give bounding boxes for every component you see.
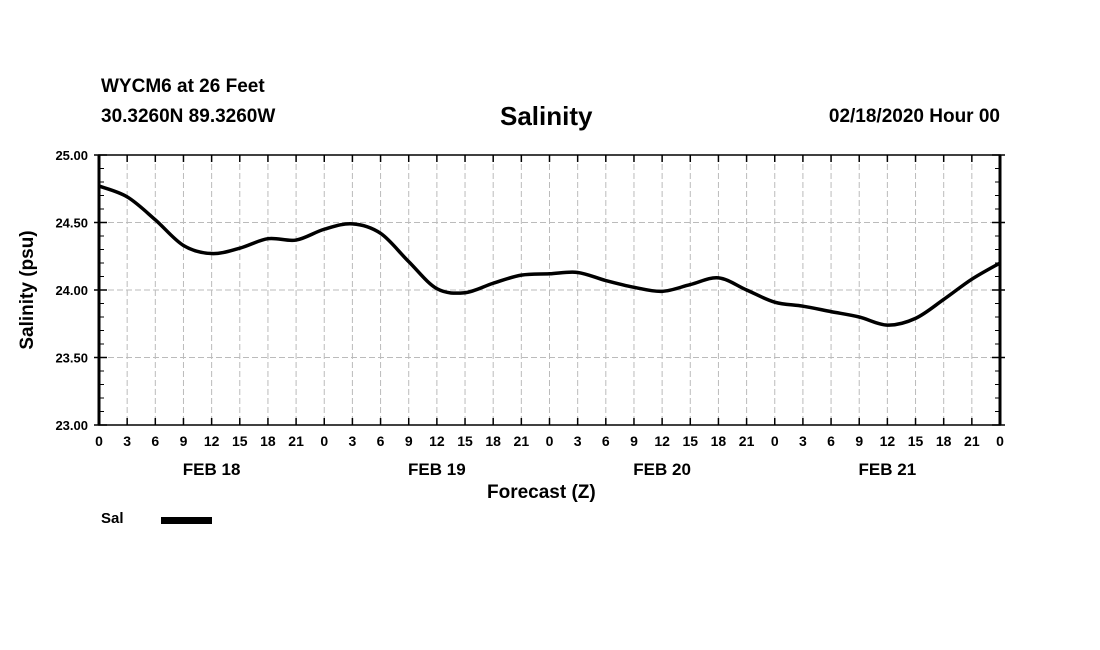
date-label: FEB 18 [183, 460, 241, 479]
x-tick-label: 12 [654, 433, 670, 449]
x-tick-label: 3 [349, 433, 357, 449]
x-tick-label: 21 [288, 433, 304, 449]
x-tick-label: 12 [880, 433, 896, 449]
x-tick-label: 15 [457, 433, 473, 449]
x-tick-label: 6 [377, 433, 385, 449]
x-tick-label: 3 [799, 433, 807, 449]
x-tick-label: 0 [996, 433, 1004, 449]
x-tick-label: 15 [682, 433, 698, 449]
y-tick-label: 24.00 [55, 283, 88, 298]
x-tick-label: 21 [514, 433, 530, 449]
x-tick-label: 18 [936, 433, 952, 449]
station-title: WYCM6 at 26 Feet [101, 76, 265, 97]
legend-swatch [161, 517, 212, 524]
x-axis-label: Forecast (Z) [487, 482, 596, 503]
x-tick-label: 9 [630, 433, 638, 449]
x-tick-label: 9 [855, 433, 863, 449]
date-label: FEB 21 [859, 460, 917, 479]
x-tick-label: 3 [574, 433, 582, 449]
series-line-sal [98, 184, 1001, 327]
x-tick-label: 15 [908, 433, 924, 449]
x-tick-label: 6 [602, 433, 610, 449]
run-time: 02/18/2020 Hour 00 [828, 106, 1000, 127]
x-tick-label: 21 [964, 433, 980, 449]
x-tick-label: 18 [485, 433, 501, 449]
x-tick-label: 21 [739, 433, 755, 449]
date-label: FEB 19 [408, 460, 466, 479]
x-tick-label: 12 [204, 433, 220, 449]
x-tick-label: 18 [260, 433, 276, 449]
y-tick-label: 23.50 [55, 351, 88, 366]
legend-label: Sal [101, 510, 124, 527]
x-tick-label: 9 [405, 433, 413, 449]
x-tick-label: 18 [711, 433, 727, 449]
x-tick-label: 6 [151, 433, 159, 449]
x-tick-label: 3 [123, 433, 131, 449]
x-tick-label: 0 [320, 433, 328, 449]
x-tick-label: 9 [180, 433, 188, 449]
chart-title: Salinity [500, 101, 593, 131]
station-location: 30.3260N 89.3260W [101, 106, 276, 127]
x-tick-label: 15 [232, 433, 248, 449]
y-tick-label: 24.50 [55, 216, 88, 231]
date-label: FEB 20 [633, 460, 691, 479]
x-tick-label: 0 [546, 433, 554, 449]
x-tick-label: 6 [827, 433, 835, 449]
x-tick-label: 0 [771, 433, 779, 449]
y-tick-label: 23.00 [55, 418, 88, 433]
x-tick-label: 0 [95, 433, 103, 449]
y-tick-label: 25.00 [55, 148, 88, 163]
x-tick-label: 12 [429, 433, 445, 449]
